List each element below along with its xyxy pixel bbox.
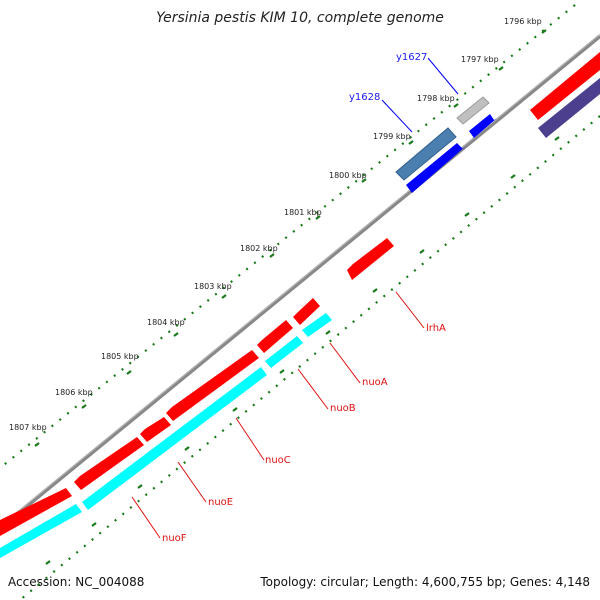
kbp-label: 1806 kbp: [55, 388, 93, 397]
major-tick: [232, 407, 238, 412]
cds-nuoA-feature[interactable]: [302, 313, 332, 337]
outer-tick-row: [0, 4, 576, 469]
gene-y1627-feature[interactable]: [456, 96, 490, 125]
gene-label-nuoB[interactable]: nuoB: [330, 403, 356, 414]
nuoB-leader: [297, 368, 329, 410]
y1628-leader: [381, 99, 413, 133]
gene-nuoE-arrow[interactable]: [140, 417, 171, 442]
major-tick: [325, 330, 331, 335]
major-tick: [137, 484, 143, 489]
major-tick: [361, 178, 367, 183]
gene-label-nuoA[interactable]: nuoA: [362, 377, 388, 388]
gene-label-lrhA[interactable]: lrhA: [426, 323, 446, 334]
cds-y1628-feature[interactable]: [395, 127, 457, 181]
kbp-label: 1801 kbp: [284, 208, 322, 217]
gene-label-y1627[interactable]: y1627: [396, 52, 427, 63]
major-tick: [279, 369, 285, 374]
major-tick: [554, 136, 560, 141]
gene-nuoC-arrow[interactable]: [166, 350, 259, 421]
major-ticks: [34, 29, 560, 565]
major-tick: [408, 140, 414, 145]
nuoF-leader: [131, 496, 161, 539]
major-tick: [81, 404, 87, 409]
cds-nuoB-feature[interactable]: [265, 336, 303, 368]
major-tick: [45, 560, 51, 565]
kbp-label: 1803 kbp: [194, 282, 232, 291]
major-tick: [419, 249, 425, 254]
gene-nuoG-arrow[interactable]: [0, 488, 72, 536]
genome-backbone-highlight: [0, 33, 600, 527]
major-tick: [464, 212, 470, 217]
kbp-label: 1805 kbp: [101, 352, 139, 361]
major-tick: [510, 174, 516, 179]
major-tick: [315, 215, 321, 220]
kbp-label: 1798 kbp: [417, 94, 455, 103]
lrhA-leader: [395, 291, 425, 329]
accession-label: Accession: NC_004088: [8, 575, 144, 589]
gene-label-y1628[interactable]: y1628: [349, 92, 380, 103]
major-tick: [221, 294, 227, 299]
gene-nuoF-arrow[interactable]: [74, 437, 144, 490]
gene-label-nuoF[interactable]: nuoF: [162, 533, 187, 544]
kbp-label: 1802 kbp: [240, 244, 278, 253]
major-tick: [91, 522, 97, 527]
gene-top-right-red[interactable]: [530, 52, 600, 120]
major-tick: [498, 66, 504, 71]
major-tick: [173, 332, 179, 337]
gene-label-leaders: [131, 57, 459, 539]
major-tick: [541, 29, 547, 34]
major-tick: [269, 253, 275, 258]
major-tick: [34, 442, 40, 447]
gene-top-right-purple[interactable]: [538, 78, 600, 138]
major-tick: [453, 103, 459, 108]
major-tick: [126, 370, 132, 375]
map-title: Yersinia pestis KIM 10, complete genome: [156, 10, 444, 26]
genome-summary-label: Topology: circular; Length: 4,600,755 bp…: [259, 575, 590, 589]
nuoC-leader: [235, 417, 265, 461]
gene-nuoB-arrow[interactable]: [257, 320, 293, 353]
kbp-label: 1797 kbp: [461, 55, 499, 64]
kbp-label: 1807 kbp: [9, 423, 47, 432]
gene-lrhA-arrow[interactable]: [347, 238, 394, 280]
gene-label-nuoC[interactable]: nuoC: [265, 455, 291, 466]
cds-nuoG-feature[interactable]: [0, 504, 82, 558]
gene-nuoA-arrow[interactable]: [293, 298, 320, 325]
major-tick: [184, 446, 190, 451]
nuoA-leader: [329, 342, 361, 384]
kbp-label: 1800 kbp: [329, 171, 367, 180]
y1627-leader: [427, 57, 459, 95]
gene-y1627-arrow[interactable]: [469, 114, 497, 138]
major-tick: [372, 288, 378, 293]
kbp-label: 1796 kbp: [504, 17, 542, 26]
cds-nuoCEF-feature[interactable]: [82, 367, 267, 510]
kbp-label: 1799 kbp: [373, 132, 411, 141]
gene-y1628-arrow[interactable]: [406, 143, 466, 193]
genome-backbone: [0, 34, 600, 530]
kbp-label: 1804 kbp: [147, 318, 185, 327]
gene-label-nuoE[interactable]: nuoE: [208, 497, 233, 508]
nuoE-leader: [177, 461, 207, 503]
